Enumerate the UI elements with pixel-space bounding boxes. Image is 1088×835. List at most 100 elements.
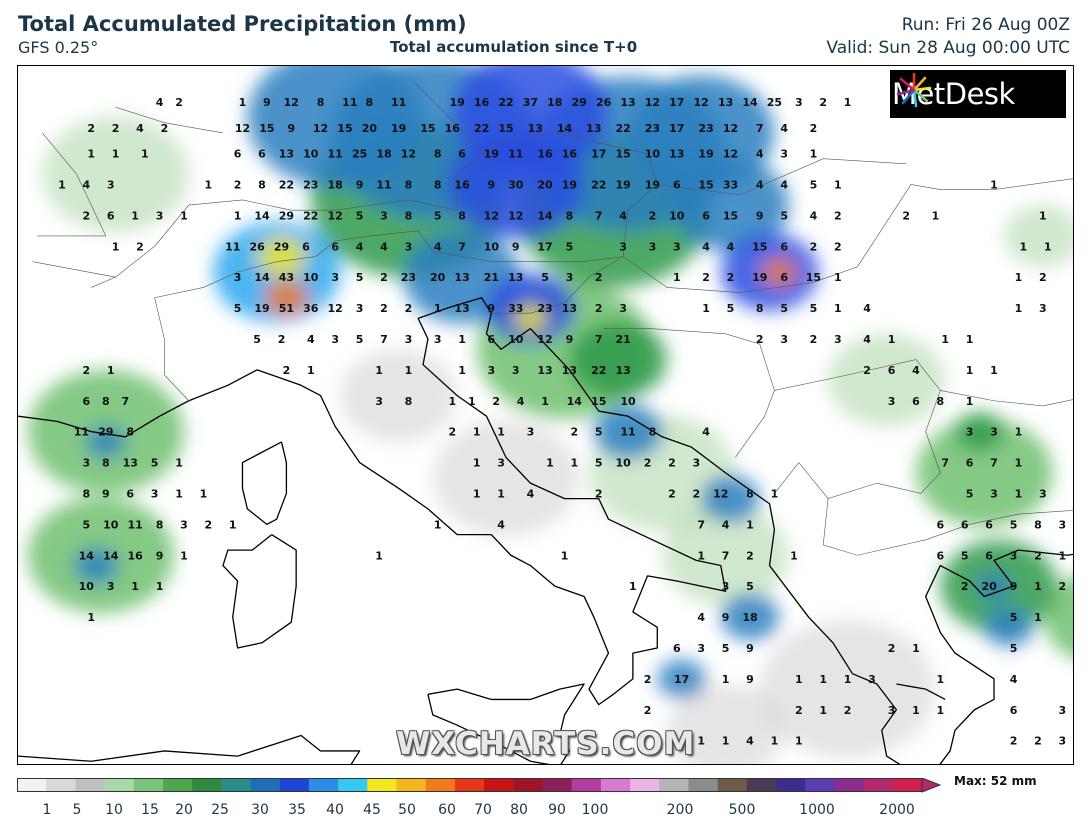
legend-swatch — [571, 778, 602, 792]
precip-value: 2 — [283, 364, 291, 377]
precip-value: 25 — [352, 148, 367, 161]
precip-value: 4 — [434, 240, 442, 253]
country-border — [774, 462, 829, 499]
precip-value: 7 — [458, 240, 466, 253]
precip-value: 2 — [795, 704, 803, 717]
precip-value: 1 — [561, 549, 569, 562]
precip-value: 22 — [591, 178, 606, 191]
precip-value: 1 — [200, 487, 208, 500]
precip-value: 4 — [527, 487, 535, 500]
coastline — [896, 683, 946, 701]
precip-value: 1 — [1015, 302, 1023, 315]
precip-value: 22 — [591, 364, 606, 377]
precip-value: 1 — [107, 364, 115, 377]
precip-value: 2 — [649, 209, 657, 222]
precip-value: 2 — [595, 302, 603, 315]
precip-value: 3 — [1010, 549, 1018, 562]
precip-value: 8 — [405, 395, 413, 408]
precip-value: 2 — [595, 487, 603, 500]
precip-value: 4 — [780, 178, 788, 191]
precip-value: 4 — [619, 209, 627, 222]
precip-value: 23 — [645, 122, 660, 135]
precip-value: 1 — [546, 457, 554, 470]
precip-value: 4 — [746, 735, 754, 748]
precip-value: 1 — [1015, 271, 1023, 284]
precip-value: 2 — [819, 96, 827, 109]
precip-value: 2 — [448, 426, 456, 439]
precip-value: 6 — [331, 240, 339, 253]
legend-swatch — [221, 778, 252, 792]
precip-value: 1 — [844, 96, 852, 109]
legend-swatch — [513, 778, 543, 792]
precip-value: 3 — [151, 487, 159, 500]
precip-value: 6 — [673, 642, 681, 655]
legend-swatch — [75, 778, 106, 792]
precip-value: 10 — [484, 240, 500, 253]
precip-value: 29 — [274, 240, 289, 253]
precip-value: 6 — [258, 148, 266, 161]
precip-value: 2 — [87, 122, 95, 135]
precip-value: 14 — [103, 549, 119, 562]
precip-value: 8 — [756, 302, 764, 315]
precip-value: 2 — [902, 209, 910, 222]
precip-value: 14 — [567, 395, 583, 408]
precip-value: 1 — [375, 549, 383, 562]
precip-area — [42, 116, 189, 233]
legend-swatch — [338, 778, 368, 792]
precip-value: 36 — [303, 302, 319, 315]
precip-value: 6 — [985, 549, 993, 562]
precip-value: 6 — [107, 209, 115, 222]
country-border — [413, 81, 492, 159]
metdesk-logo[interactable]: MetDesk — [890, 70, 1066, 118]
precip-value: 1 — [1034, 611, 1042, 624]
precip-value: 1 — [673, 271, 681, 284]
precip-value: 10 — [615, 457, 631, 470]
precip-area — [432, 420, 580, 536]
precip-value: 12 — [328, 302, 343, 315]
country-border — [774, 359, 1073, 556]
precip-value: 1 — [131, 209, 139, 222]
precip-value: 16 — [474, 96, 490, 109]
precip-value: 7 — [595, 333, 603, 346]
precip-value: 6 — [82, 395, 90, 408]
precip-value: 1 — [234, 209, 242, 222]
precip-value: 8 — [156, 518, 164, 531]
precip-value: 1 — [1044, 240, 1052, 253]
precip-value: 3 — [868, 673, 876, 686]
precip-value: 6 — [936, 518, 944, 531]
legend-swatch — [630, 778, 660, 792]
precip-value: 1 — [722, 735, 730, 748]
precip-value: 12 — [508, 209, 523, 222]
precip-value: 2 — [82, 209, 90, 222]
precip-value: 6 — [234, 148, 242, 161]
precip-value: 5 — [356, 209, 364, 222]
legend-tick-label: 60 — [438, 802, 456, 818]
precip-value: 2 — [82, 364, 90, 377]
precip-value: 26 — [596, 96, 612, 109]
precip-value: 16 — [454, 178, 470, 191]
precip-value: 2 — [756, 333, 764, 346]
precip-value: 2 — [136, 240, 144, 253]
precip-value: 1 — [629, 580, 637, 593]
precip-value: 4 — [863, 302, 871, 315]
country-border — [115, 106, 224, 134]
legend-tick-label: 50 — [398, 802, 416, 818]
precip-value: 5 — [434, 209, 442, 222]
precip-value: 8 — [434, 178, 442, 191]
precip-value: 2 — [702, 271, 710, 284]
precip-value: 2 — [888, 642, 896, 655]
precip-value: 4 — [356, 240, 364, 253]
precip-value: 1 — [819, 704, 827, 717]
precip-value: 14 — [742, 96, 758, 109]
precip-value: 18 — [376, 148, 391, 161]
precip-value: 2 — [746, 549, 754, 562]
precip-value: 1 — [131, 580, 139, 593]
precipitation-map[interactable]: 4 2 1 9 12 8 11 8 11 19 16 22 37 18 29 26 13 12 17 12 13 14 25… — [17, 65, 1074, 765]
precip-value: 10 — [303, 271, 319, 284]
precip-value: 23 — [303, 178, 318, 191]
precip-value: 6 — [702, 209, 710, 222]
precip-value: 20 — [537, 178, 553, 191]
precip-value: 2 — [234, 178, 242, 191]
legend-swatch — [133, 778, 164, 792]
precip-value: 9 — [512, 240, 520, 253]
